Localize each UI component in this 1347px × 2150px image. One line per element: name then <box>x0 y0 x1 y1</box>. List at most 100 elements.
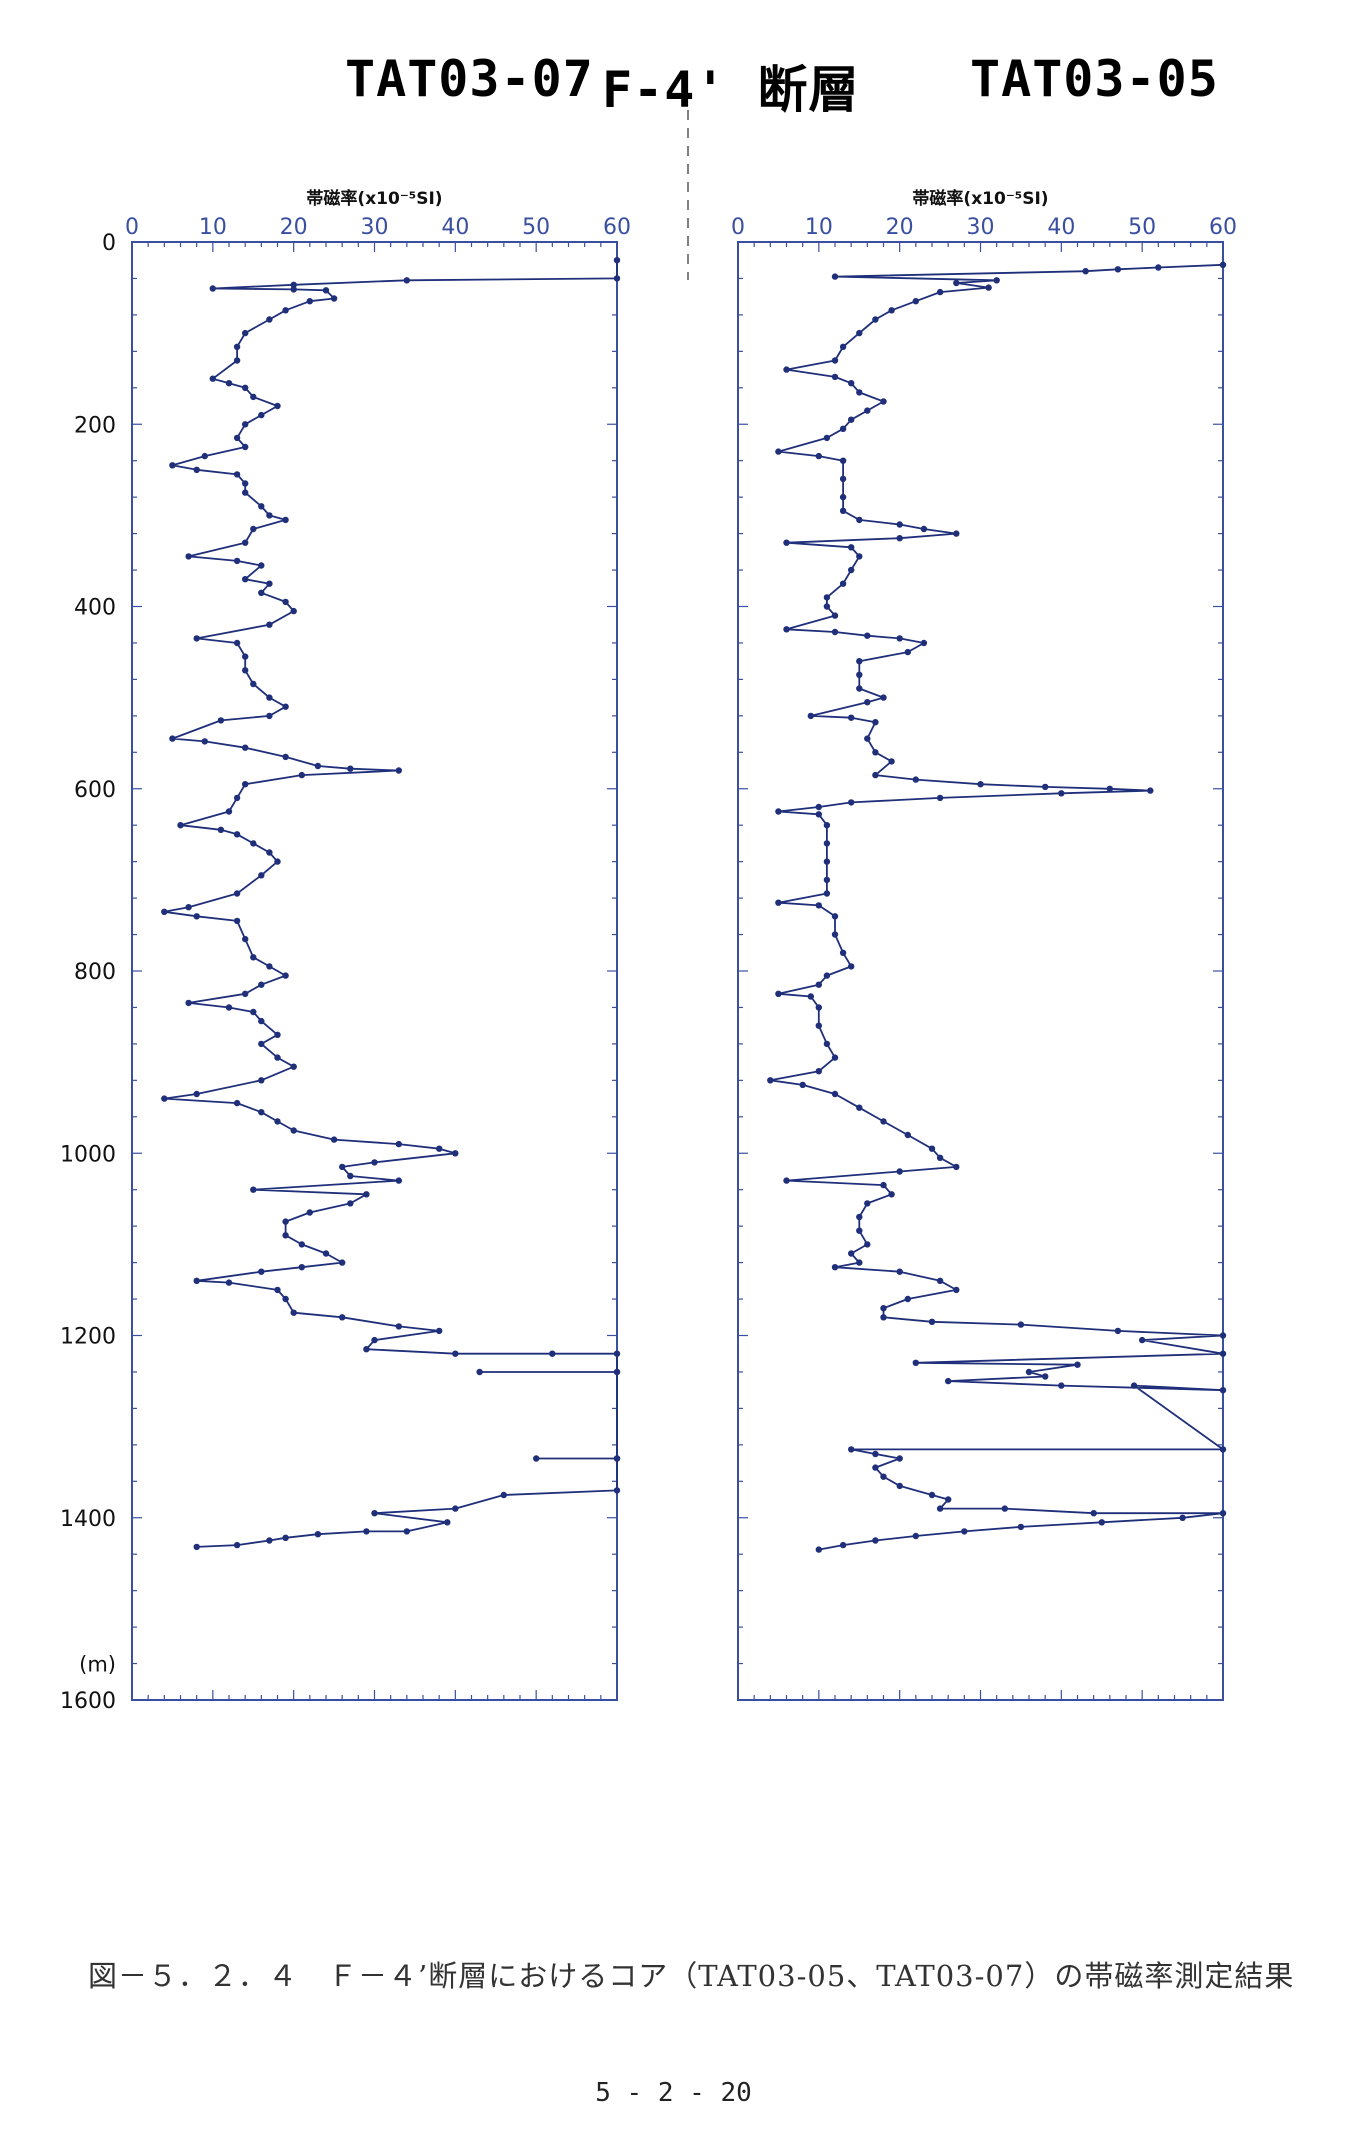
data-point <box>339 1259 346 1266</box>
data-point <box>233 557 241 565</box>
data-point <box>977 781 984 788</box>
data-point <box>233 1099 241 1107</box>
data-point <box>864 735 871 742</box>
data-point <box>880 1314 887 1321</box>
data-point <box>476 1368 483 1376</box>
data-point <box>436 1327 443 1335</box>
data-point <box>799 1081 806 1089</box>
data-point <box>306 1209 313 1216</box>
x-tick-label: 60 <box>1209 215 1237 240</box>
data-point <box>242 576 249 583</box>
data-point <box>880 1473 887 1480</box>
data-point <box>201 452 208 460</box>
data-point <box>831 628 839 636</box>
data-point <box>985 284 992 291</box>
y-tick-label: 1200 <box>60 1325 116 1350</box>
data-point <box>290 1309 297 1316</box>
y-tick-label: 800 <box>74 960 116 985</box>
data-point <box>193 1277 200 1285</box>
data-point <box>839 475 847 483</box>
data-point <box>856 1104 863 1111</box>
data-point <box>815 1022 822 1029</box>
data-point <box>290 607 297 615</box>
data-point <box>864 407 871 414</box>
data-point <box>928 1491 936 1499</box>
data-point <box>953 279 960 287</box>
data-point <box>250 525 257 533</box>
data-point <box>1082 268 1089 275</box>
page-number: 5 - 2 - 20 <box>595 2078 752 2108</box>
chart-tat03-07: 0 10 20 30 40 50 60 帯磁率(x10⁻⁵SI) 0 200 400 600 800 10… <box>60 188 631 1714</box>
data-point <box>250 840 257 847</box>
data-point <box>613 275 621 282</box>
data-point <box>953 1163 960 1171</box>
figure-caption: 図－５．２．４ Ｆ－４’断層におけるコア（TAT03-05、TAT03-07）の… <box>88 1959 1295 1993</box>
data-point <box>920 525 928 533</box>
data-point <box>282 753 289 761</box>
data-point <box>823 434 831 442</box>
data-point <box>775 808 782 815</box>
data-point <box>953 530 960 537</box>
data-point <box>282 703 289 710</box>
data-point <box>363 1346 370 1353</box>
data-point <box>1025 1368 1033 1376</box>
data-point <box>258 1268 265 1275</box>
data-point <box>298 1241 305 1248</box>
data-point <box>839 580 847 587</box>
data-point <box>403 277 410 284</box>
data-point <box>823 972 831 979</box>
data-point <box>823 603 831 610</box>
data-point <box>856 658 863 665</box>
data-point <box>815 452 822 460</box>
data-point <box>613 257 621 264</box>
data-point <box>185 904 192 911</box>
data-point <box>395 1323 402 1330</box>
data-point <box>839 425 847 432</box>
data-point <box>872 1537 879 1544</box>
susceptibility-charts: 0 10 20 30 40 50 60帯磁率(x10⁻⁵SI)020040060080010… <box>60 110 1237 1714</box>
data-point <box>363 1528 370 1535</box>
y-tick-label: 1000 <box>60 1142 116 1167</box>
data-point <box>225 808 233 815</box>
data-point <box>347 765 354 772</box>
data-point <box>856 516 863 524</box>
x-tick-label: 40 <box>441 215 469 240</box>
series-line <box>163 260 618 1548</box>
depth-unit-label: (m) <box>79 1653 116 1677</box>
data-point <box>233 343 241 350</box>
data-point <box>242 489 249 496</box>
data-point <box>807 712 814 720</box>
data-point <box>1017 1321 1025 1328</box>
data-point <box>266 316 273 323</box>
data-point <box>888 758 895 765</box>
data-point <box>831 612 839 619</box>
data-point <box>839 457 847 464</box>
data-point <box>242 744 249 751</box>
data-point <box>533 1455 540 1462</box>
data-point <box>193 913 200 920</box>
data-point <box>880 694 887 701</box>
data-point <box>1219 261 1227 268</box>
x-tick-label: 20 <box>280 215 308 240</box>
data-point <box>896 535 903 542</box>
data-point <box>233 357 241 364</box>
data-point <box>936 794 944 802</box>
data-point <box>831 913 839 920</box>
data-point <box>258 981 265 988</box>
x-tick-label: 30 <box>361 215 389 240</box>
data-point <box>274 1118 281 1125</box>
data-point <box>452 1505 459 1512</box>
data-point <box>395 1177 402 1184</box>
data-point <box>258 1017 265 1025</box>
data-point <box>314 762 322 770</box>
data-point <box>185 999 192 1007</box>
data-point <box>274 1054 281 1061</box>
data-point <box>233 917 241 925</box>
data-point <box>896 521 903 528</box>
data-point <box>1042 1373 1049 1380</box>
data-point <box>1139 1336 1146 1344</box>
y-tick-label: 400 <box>74 596 116 621</box>
data-point <box>1219 1350 1227 1357</box>
data-point <box>282 1218 289 1225</box>
data-point <box>395 767 402 774</box>
